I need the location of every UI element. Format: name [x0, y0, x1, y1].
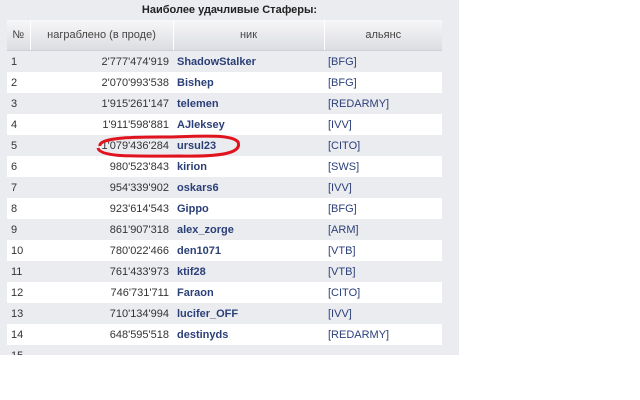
nick-link[interactable]: ktif28 [177, 265, 206, 278]
amount-cell: 980'523'843 [30, 156, 173, 177]
amount-cell: 923'614'543 [30, 198, 173, 219]
nick-link[interactable]: den1071 [173, 240, 324, 261]
nick-link[interactable]: kirion [173, 156, 324, 177]
nick-link[interactable]: alex_zorge [177, 223, 234, 236]
alliance-link[interactable]: [BFG] [324, 72, 442, 93]
alliance-link[interactable]: [REDARMY] [324, 324, 442, 345]
table-row: 7 954'339'902 oskars6 [IVV] [7, 177, 442, 198]
nick-link[interactable]: ursul23 [177, 139, 217, 152]
rank-cell: 3 [11, 97, 18, 110]
table-row: 6 980'523'843 kirion [SWS] [7, 156, 442, 177]
amount-cell: 1'915'261'147 [101, 97, 169, 110]
alliance-link[interactable]: [IVV] [328, 181, 352, 194]
nick-link[interactable]: Faraon [173, 282, 324, 303]
leaderboard-table: № награблено (в проде) ник альянс 1 2'777… [7, 20, 442, 355]
amount-cell: 2'777'474'919 [101, 55, 169, 68]
nick-link[interactable]: lucifer_OFF [177, 307, 239, 320]
amount-cell: 1'079'436'284 [101, 139, 169, 152]
rank-cell: 5 [11, 139, 18, 152]
rank-cell: 7 [11, 181, 18, 194]
nick-link[interactable] [173, 345, 324, 355]
table-row: 8 923'614'543 Gippo [BFG] [7, 198, 442, 219]
alliance-link[interactable]: [IVV] [328, 307, 352, 320]
amount-cell: 761'433'973 [109, 265, 169, 278]
nick-link[interactable]: telemen [177, 97, 219, 110]
rank-cell: 13 [11, 307, 24, 320]
nick-link[interactable]: AJleksey [173, 114, 324, 135]
header-row: № награблено (в проде) ник альянс [7, 20, 442, 51]
rank-cell: 11 [11, 265, 23, 278]
leaderboard-title: Наиболее удачливые Стаферы: [141, 4, 318, 16]
amount-cell [30, 345, 173, 355]
table-row: 13 710'134'994 lucifer_OFF [IVV] [7, 303, 442, 324]
table-row: 12 746'731'711 Faraon [CITO] [7, 282, 442, 303]
alliance-link[interactable]: [REDARMY] [328, 97, 390, 110]
table-row: 10 780'022'466 den1071 [VTB] [7, 240, 442, 261]
alliance-link[interactable]: [VTB] [328, 265, 356, 278]
table-row: 5 1'079'436'284 ursul23 [CITO] [7, 135, 442, 156]
alliance-link[interactable]: [BFG] [328, 55, 357, 68]
amount-cell: 710'134'994 [109, 307, 169, 320]
table-row: 1 2'777'474'919 ShadowStalker [BFG] [7, 51, 442, 73]
amount-cell: 1'911'598'881 [30, 114, 173, 135]
rank-cell: 14 [7, 324, 30, 345]
column-header-amount[interactable]: награблено (в проде) [29, 20, 173, 51]
column-header-alliance[interactable]: альянс [323, 20, 442, 51]
nick-link[interactable]: Bishep [173, 72, 324, 93]
nick-link[interactable]: ShadowStalker [177, 55, 256, 68]
rank-cell: 10 [7, 240, 30, 261]
alliance-link[interactable]: [BFG] [324, 198, 442, 219]
table-row: 2 2'070'993'538 Bishep [BFG] [7, 72, 442, 93]
leaderboard-panel: Наиболее удачливые Стаферы: № награблено… [0, 0, 459, 355]
column-header-nick[interactable]: ник [172, 20, 324, 51]
table-row: 4 1'911'598'881 AJleksey [IVV] [7, 114, 442, 135]
rank-cell: 4 [7, 114, 30, 135]
table-row: 9 861'907'318 alex_zorge [ARM] [7, 219, 442, 240]
amount-cell: 861'907'318 [109, 223, 169, 236]
nick-link[interactable]: Gippo [173, 198, 324, 219]
alliance-link[interactable] [324, 345, 442, 355]
amount-cell: 2'070'993'538 [30, 72, 173, 93]
amount-cell: 954'339'902 [109, 181, 169, 194]
rank-cell: 8 [7, 198, 30, 219]
table-row: 15 [7, 345, 442, 356]
alliance-link[interactable]: [CITO] [324, 282, 442, 303]
rank-cell: 12 [7, 282, 30, 303]
column-header-rank[interactable]: № [7, 20, 30, 51]
nick-link[interactable]: destinyds [173, 324, 324, 345]
nick-link[interactable]: oskars6 [177, 181, 219, 194]
table-row: 11 761'433'973 ktif28 [VTB] [7, 261, 442, 282]
alliance-link[interactable]: [VTB] [324, 240, 442, 261]
amount-cell: 648'595'518 [30, 324, 173, 345]
rank-cell: 15 [7, 345, 30, 356]
table-row: 3 1'915'261'147 telemen [REDARMY] [7, 93, 442, 114]
alliance-link[interactable]: [IVV] [324, 114, 442, 135]
table-row: 14 648'595'518 destinyds [REDARMY] [7, 324, 442, 345]
rank-cell: 1 [11, 55, 18, 68]
rank-cell: 2 [7, 72, 30, 93]
rank-cell: 6 [7, 156, 30, 177]
amount-cell: 780'022'466 [30, 240, 173, 261]
rank-cell: 9 [11, 223, 18, 236]
alliance-link[interactable]: [ARM] [328, 223, 359, 236]
alliance-link[interactable]: [SWS] [324, 156, 442, 177]
amount-cell: 746'731'711 [30, 282, 173, 303]
alliance-link[interactable]: [CITO] [328, 139, 361, 152]
